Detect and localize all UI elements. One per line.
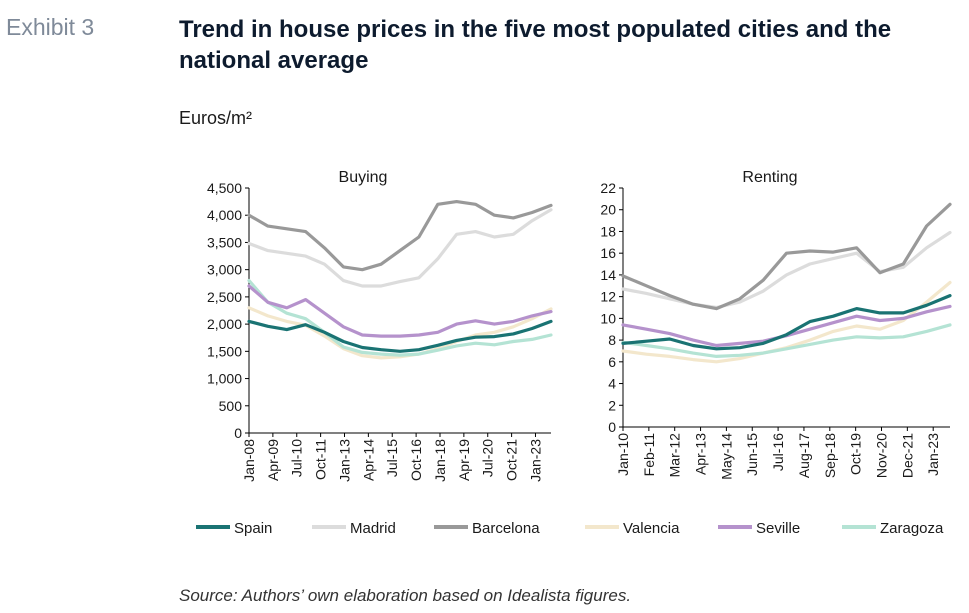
y-tick-label: 4,500 xyxy=(207,180,242,196)
series-line-barcelona xyxy=(247,200,553,272)
page-title: Trend in house prices in the five most p… xyxy=(179,16,892,74)
y-tick-label: 1,000 xyxy=(207,371,242,387)
y-tick-label: 0 xyxy=(608,419,616,435)
x-tick-label: Apr-19 xyxy=(456,439,472,481)
exhibit-label: Exhibit 3 xyxy=(6,14,95,40)
series-line-madrid xyxy=(621,230,952,310)
x-tick-label: Oct-11 xyxy=(313,439,329,480)
x-tick-label: Aug-17 xyxy=(796,433,812,478)
y-tick-label: 2,000 xyxy=(207,316,242,332)
y-tick-label: 22 xyxy=(600,180,616,196)
series-line-spain xyxy=(247,319,553,353)
renting-title: Renting xyxy=(742,169,797,186)
x-tick-label: Nov-20 xyxy=(873,433,889,478)
series-line-zaragoza xyxy=(247,279,553,357)
x-tick-label: Jan-23 xyxy=(527,439,543,482)
y-tick-label: 2 xyxy=(608,397,616,413)
y-tick-label: 10 xyxy=(600,310,616,326)
x-tick-label: Apr-14 xyxy=(360,439,376,481)
x-tick-label: Jan-18 xyxy=(432,439,448,482)
legend-label-spain: Spain xyxy=(234,520,272,537)
renting-chart: Renting 0 2 4 6 8 10 12 14 16 18 20 22 Jan-10 Feb-11 M… xyxy=(600,169,952,480)
x-tick-label: Jun-15 xyxy=(744,433,760,476)
x-tick-label: Oct-19 xyxy=(848,433,864,475)
x-tick-label: Feb-11 xyxy=(641,433,657,477)
y-tick-label: 0 xyxy=(234,425,242,441)
x-tick-label: Apr-13 xyxy=(693,433,709,475)
y-tick-label: 16 xyxy=(600,245,616,261)
x-tick-label: Jul-15 xyxy=(384,439,400,477)
x-tick-label: Oct-16 xyxy=(408,439,424,481)
y-tick-label: 500 xyxy=(219,398,243,414)
series-line-madrid xyxy=(247,208,553,288)
series-line-seville xyxy=(247,284,553,338)
legend-label-barcelona: Barcelona xyxy=(472,520,540,537)
x-tick-label: Jan-10 xyxy=(615,433,631,476)
x-tick-label: Apr-09 xyxy=(265,439,281,481)
buying-plot: 0 500 1,000 1,500 2,000 2,500 3,000 3,500 4,000 4… xyxy=(207,180,553,482)
x-tick-label: Mar-12 xyxy=(667,433,683,478)
legend-label-valencia: Valencia xyxy=(623,520,680,537)
y-tick-label: 4,000 xyxy=(207,207,242,223)
x-tick-label: Jul-16 xyxy=(770,433,786,471)
series-line-barcelona xyxy=(621,202,952,311)
y-tick-label: 6 xyxy=(608,354,616,370)
x-tick-label: Jul-10 xyxy=(289,439,305,477)
series-line-spain xyxy=(621,294,952,351)
units-label: Euros/m² xyxy=(179,108,253,128)
x-tick-label: Jan-13 xyxy=(336,439,352,482)
y-tick-label: 1,500 xyxy=(207,343,242,359)
buying-title: Buying xyxy=(339,169,388,186)
y-tick-label: 2,500 xyxy=(207,289,242,305)
y-tick-label: 12 xyxy=(600,289,616,305)
x-tick-label: Oct-21 xyxy=(504,439,520,481)
legend-label-madrid: Madrid xyxy=(350,520,396,537)
y-tick-label: 20 xyxy=(600,202,616,218)
series-line-zaragoza xyxy=(621,323,952,358)
x-tick-label: Jan-23 xyxy=(925,433,941,476)
legend-label-seville: Seville xyxy=(756,520,800,537)
y-tick-label: 4 xyxy=(608,376,616,392)
y-tick-label: 3,000 xyxy=(207,262,242,278)
y-tick-label: 18 xyxy=(600,223,616,239)
buying-chart: Buying 0 500 1,000 1,500 2,000 2,500 3,000 3,50… xyxy=(207,169,553,482)
legend: Spain Madrid Barcelona Valencia Seville Zarag… xyxy=(196,520,944,537)
x-tick-label: Jan-08 xyxy=(241,439,257,482)
series-line-valencia xyxy=(247,306,553,360)
x-tick-label: May-14 xyxy=(718,433,734,480)
source-note: Source: Authors’ own elaboration based o… xyxy=(179,586,632,605)
renting-plot: 0 2 4 6 8 10 12 14 16 18 20 22 Jan-10 Feb-11 Mar-12 Apr… xyxy=(600,180,952,480)
x-tick-label: Jul-20 xyxy=(480,439,496,477)
y-tick-label: 8 xyxy=(608,332,616,348)
x-tick-label: Sep-18 xyxy=(822,433,838,478)
x-tick-label: Dec-21 xyxy=(899,433,915,478)
legend-label-zaragoza: Zaragoza xyxy=(880,520,944,537)
y-tick-label: 14 xyxy=(600,267,616,283)
y-tick-label: 3,500 xyxy=(207,234,242,250)
